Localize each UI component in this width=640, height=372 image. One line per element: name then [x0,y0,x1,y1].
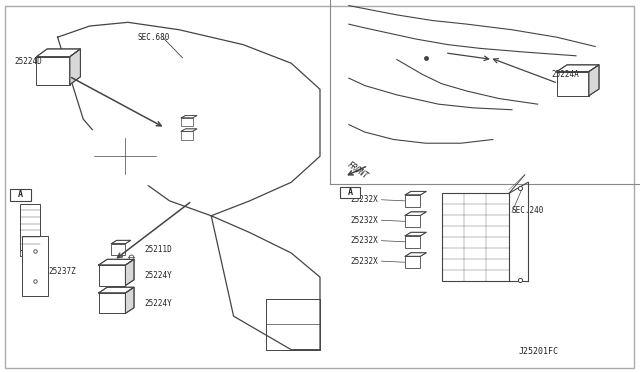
Text: 25224Y: 25224Y [144,271,172,280]
Bar [20,204,40,250]
Bar [99,265,125,286]
Polygon shape [125,259,134,286]
Text: 25237Z: 25237Z [48,267,76,276]
Text: 25224D: 25224D [14,57,42,66]
Polygon shape [99,259,134,265]
Polygon shape [405,212,426,215]
Polygon shape [70,49,81,84]
Text: A: A [348,188,353,197]
Polygon shape [589,65,599,96]
Polygon shape [405,232,426,236]
Bar [340,187,360,198]
Text: 25232X: 25232X [351,216,378,225]
Bar [99,293,125,313]
Text: A: A [18,190,22,199]
Polygon shape [557,65,599,72]
Text: 25224A: 25224A [552,70,579,79]
Text: 25224Y: 25224Y [144,299,172,308]
Text: J25201FC: J25201FC [518,347,559,356]
Bar [181,118,193,126]
Text: FRONT: FRONT [345,160,369,181]
Polygon shape [181,115,197,118]
Bar [111,244,125,255]
Bar [557,71,589,96]
Text: 25232X: 25232X [351,236,378,245]
Circle shape [70,125,179,188]
Bar [405,215,420,227]
Bar [181,131,193,140]
Polygon shape [36,49,81,57]
Bar [10,189,31,201]
Text: SEC.680: SEC.680 [138,33,170,42]
Polygon shape [181,129,197,131]
Polygon shape [111,240,131,244]
Bar [36,57,70,84]
Bar [442,193,509,281]
Text: 25232X: 25232X [351,257,378,266]
Bar [405,256,420,268]
Polygon shape [125,287,134,313]
Text: SEC.240: SEC.240 [512,206,545,215]
Circle shape [94,138,156,174]
Bar [405,236,420,248]
Bar [22,236,48,296]
Polygon shape [405,253,426,256]
Text: 25232X: 25232X [351,195,378,204]
Polygon shape [99,287,134,293]
Text: 25211D: 25211D [144,245,172,254]
Bar [405,195,420,207]
Polygon shape [405,191,426,195]
